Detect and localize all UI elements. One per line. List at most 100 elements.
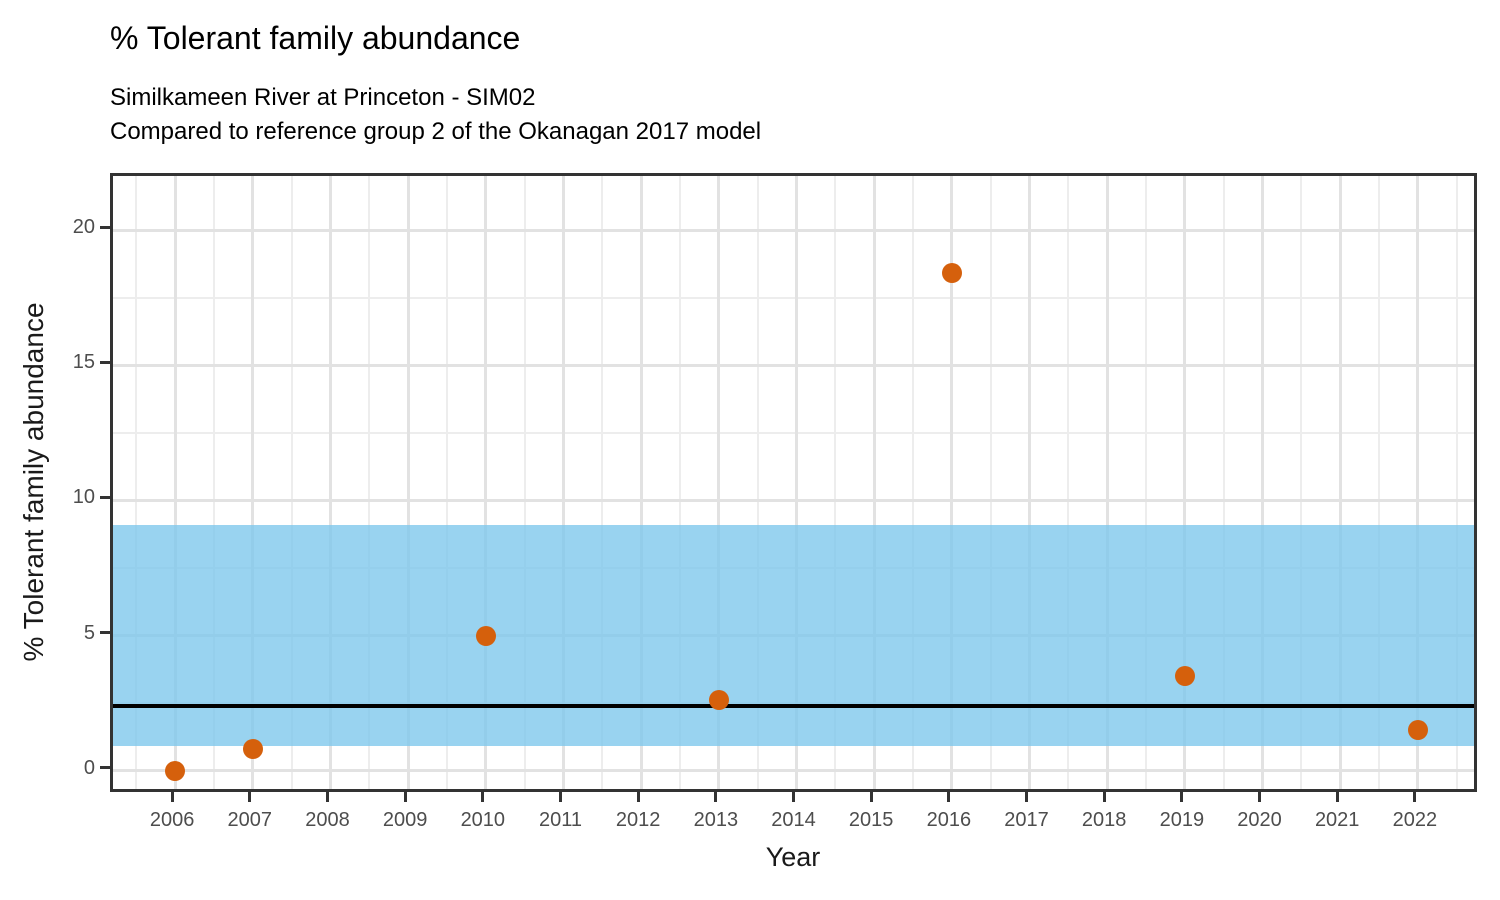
x-tick-label: 2008 <box>305 809 350 831</box>
grid-minor-x <box>756 176 759 789</box>
grid-minor-x <box>368 176 371 789</box>
y-tick-label: 10 <box>72 486 95 509</box>
reference-line <box>113 703 1474 708</box>
data-point <box>1174 666 1195 687</box>
y-tick <box>100 495 110 499</box>
grid-major-x <box>717 176 721 789</box>
grid-minor-x <box>834 176 837 789</box>
grid-major-y <box>113 363 1474 367</box>
grid-major-x <box>173 176 177 789</box>
data-point <box>941 263 962 284</box>
x-tick-label: 2007 <box>227 809 273 831</box>
x-tick-label: 2019 <box>1159 809 1205 831</box>
y-tick-label: 20 <box>72 216 95 239</box>
x-tick-label: 2014 <box>771 809 816 831</box>
x-tick <box>947 792 951 802</box>
grid-major-x <box>950 176 954 789</box>
grid-minor-x <box>445 176 448 789</box>
x-tick-label: 2015 <box>848 809 894 831</box>
grid-major-x <box>1105 176 1109 789</box>
chart-subtitle-line1: Similkameen River at Princeton - SIM02 <box>110 84 536 111</box>
y-tick-label: 0 <box>83 756 95 779</box>
grid-minor-x <box>912 176 914 789</box>
x-tick <box>558 792 562 802</box>
x-tick <box>403 792 407 802</box>
grid-major-x <box>639 176 643 789</box>
y-tick <box>100 360 110 364</box>
grid-major-y <box>113 228 1474 232</box>
grid-major-x <box>561 176 565 789</box>
grid-major-x <box>1183 176 1187 789</box>
chart-subtitle-line2: Compared to reference group 2 of the Oka… <box>110 118 762 145</box>
x-tick <box>1413 792 1417 802</box>
grid-major-x <box>872 176 876 789</box>
grid-major-x <box>328 176 332 789</box>
grid-minor-x <box>1455 176 1458 789</box>
x-tick-label: 2012 <box>615 809 661 831</box>
x-tick-label: 2009 <box>382 809 428 831</box>
grid-minor-x <box>212 176 215 789</box>
x-tick <box>1025 792 1028 802</box>
x-tick-label: 2013 <box>693 809 739 831</box>
x-tick-label: 2010 <box>460 809 506 831</box>
y-tick-label: 15 <box>72 351 95 374</box>
grid-minor-y <box>113 431 1474 434</box>
y-tick <box>100 766 110 770</box>
x-tick-label: 2022 <box>1392 809 1438 831</box>
x-tick <box>636 792 640 802</box>
x-tick-label: 2011 <box>538 809 582 831</box>
data-point <box>242 739 263 760</box>
x-tick <box>1335 792 1339 802</box>
x-tick <box>714 792 718 802</box>
grid-minor-x <box>1300 176 1303 789</box>
y-tick <box>100 225 110 229</box>
grid-minor-x <box>678 176 681 789</box>
grid-major-x <box>1028 176 1031 789</box>
grid-major-x <box>406 176 410 789</box>
x-tick <box>1180 792 1184 802</box>
data-point <box>475 625 496 646</box>
grid-major-x <box>795 176 798 789</box>
x-tick <box>1258 792 1262 802</box>
x-tick-label: 2021 <box>1314 809 1360 831</box>
x-tick <box>248 792 252 802</box>
grid-major-x <box>1261 176 1265 789</box>
y-tick-label: 5 <box>83 621 95 644</box>
grid-major-y <box>113 769 1474 773</box>
grid-major-x <box>251 176 255 789</box>
grid-minor-x <box>1067 176 1070 789</box>
x-tick-label: 2017 <box>1004 809 1049 831</box>
x-tick <box>869 792 873 802</box>
data-point <box>165 760 186 781</box>
grid-minor-x <box>1145 176 1148 789</box>
x-tick <box>325 792 329 802</box>
grid-major-x <box>1416 176 1420 789</box>
x-tick-label: 2006 <box>149 809 195 831</box>
grid-major-y <box>113 498 1474 502</box>
grid-minor-x <box>523 176 526 789</box>
grid-minor-x <box>1222 176 1225 789</box>
grid-minor-y <box>113 296 1474 299</box>
x-tick-label: 2016 <box>926 809 972 831</box>
grid-major-x <box>484 176 488 789</box>
x-tick-label: 2018 <box>1081 809 1127 831</box>
grid-minor-x <box>601 176 604 789</box>
chart-title: % Tolerant family abundance <box>110 20 521 56</box>
grid-major-x <box>1338 176 1342 789</box>
x-tick <box>481 792 485 802</box>
plot-panel <box>110 173 1477 792</box>
grid-minor-x <box>290 176 293 789</box>
data-point <box>708 690 729 711</box>
x-tick-label: 2020 <box>1237 809 1282 831</box>
data-point <box>1407 720 1428 741</box>
x-tick <box>170 792 174 802</box>
y-tick <box>100 631 110 635</box>
x-axis-title: Year <box>765 842 821 872</box>
grid-minor-x <box>135 176 138 789</box>
x-tick <box>1102 792 1106 802</box>
reference-band <box>113 524 1474 747</box>
grid-minor-x <box>1378 176 1381 789</box>
grid-minor-x <box>989 176 992 789</box>
x-tick <box>792 792 795 802</box>
